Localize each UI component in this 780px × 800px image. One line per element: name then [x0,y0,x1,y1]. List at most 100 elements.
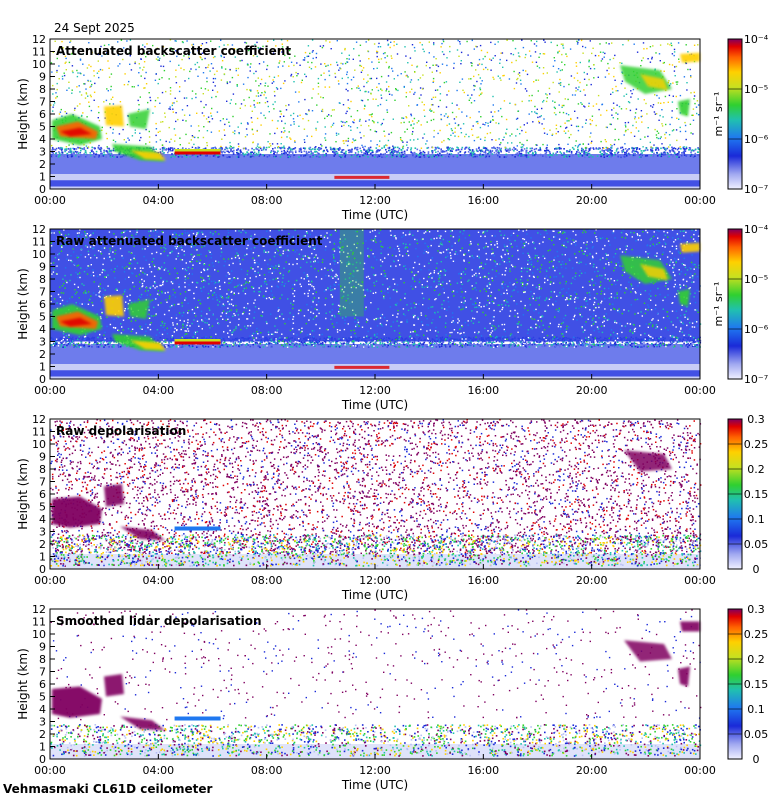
x-tick-label: 08:00 [251,384,283,397]
colorbar-tick-label: 10⁻⁵ [744,273,768,286]
y-axis-label: Height (km) [16,458,30,529]
y-tick-label: 10 [32,58,46,71]
heatmap-field [50,229,701,379]
y-tick-label: 11 [32,236,46,249]
y-tick-label: 5 [39,501,46,514]
x-axis-label: Time (UTC) [341,208,408,222]
colorbar-tick-label: 0.05 [744,538,769,551]
x-tick-label: 00:00 [34,194,66,207]
colorbar-tick-label: 0.3 [747,413,765,426]
y-tick-label: 9 [39,261,46,274]
colorbar-tick-label: 10⁻⁷ [744,183,768,196]
x-tick-label: 04:00 [142,574,174,587]
date-label: 24 Sept 2025 [54,21,135,35]
y-tick-label: 2 [39,728,46,741]
colorbar-scale [728,39,742,189]
y-tick-label: 7 [39,476,46,489]
y-tick-label: 3 [39,716,46,729]
colorbar-tick-label: 0 [753,563,760,576]
y-tick-label: 8 [39,463,46,476]
x-tick-label: 20:00 [576,384,608,397]
x-axis-label: Time (UTC) [341,588,408,602]
colorbar-tick-label: 10⁻⁵ [744,83,768,96]
colorbar-scale [728,229,742,379]
y-tick-label: 9 [39,71,46,84]
y-tick-label: 4 [39,513,46,526]
y-tick-label: 10 [32,438,46,451]
colorbar-tick-label: 10⁻⁶ [744,323,769,336]
instrument-footer: Vehmasmaki CL61D ceilometer [3,782,212,796]
colorbar-tick-label: 0.3 [747,603,765,616]
y-tick-label: 4 [39,133,46,146]
colorbar-tick-label: 0.1 [747,513,765,526]
x-tick-label: 00:00 [684,764,716,777]
colorbar-tick-label: 10⁻⁷ [744,373,768,386]
y-tick-label: 5 [39,311,46,324]
colorbar: 00.050.10.150.20.250.3 [728,413,768,576]
colorbar-label: m⁻¹ sr⁻¹ [712,282,725,327]
x-tick-label: 12:00 [359,764,391,777]
y-tick-label: 5 [39,691,46,704]
panels: Attenuated backscatter coefficient012345… [16,33,769,792]
x-tick-label: 04:00 [142,384,174,397]
colorbar-tick-label: 0.15 [744,678,769,691]
y-tick-label: 12 [32,603,46,616]
y-tick-label: 8 [39,653,46,666]
colorbar: 10⁻⁷10⁻⁶10⁻⁵10⁻⁴m⁻¹ sr⁻¹ [712,223,769,386]
colorbar: 00.050.10.150.20.250.3 [728,603,768,766]
y-tick-label: 7 [39,666,46,679]
y-tick-label: 1 [39,741,46,754]
x-tick-label: 12:00 [359,194,391,207]
colorbar-tick-label: 10⁻⁶ [744,133,769,146]
y-tick-label: 2 [39,158,46,171]
y-tick-label: 4 [39,323,46,336]
x-tick-label: 16:00 [467,384,499,397]
y-axis-label: Height (km) [16,648,30,719]
x-tick-label: 16:00 [467,764,499,777]
x-tick-label: 00:00 [684,384,716,397]
colorbar-tick-label: 0.15 [744,488,769,501]
x-tick-label: 00:00 [684,194,716,207]
y-tick-label: 2 [39,538,46,551]
y-tick-label: 3 [39,146,46,159]
panel-title: Smoothed lidar depolarisation [56,614,262,628]
x-axis-label: Time (UTC) [341,778,408,792]
y-tick-label: 4 [39,703,46,716]
y-tick-label: 2 [39,348,46,361]
y-axis-label: Height (km) [16,78,30,149]
panel-4: Smoothed lidar depolarisation01234567891… [16,603,768,792]
panel-title: Raw depolarisation [56,424,186,438]
x-tick-label: 04:00 [142,764,174,777]
x-tick-label: 00:00 [684,574,716,587]
colorbar-tick-label: 0.2 [747,463,765,476]
y-tick-label: 6 [39,298,46,311]
y-tick-label: 8 [39,273,46,286]
y-tick-label: 12 [32,33,46,46]
y-tick-label: 1 [39,551,46,564]
y-tick-label: 11 [32,616,46,629]
colorbar-tick-label: 10⁻⁴ [744,33,769,46]
colorbar-label: m⁻¹ sr⁻¹ [712,92,725,137]
colorbar-tick-label: 0.25 [744,628,769,641]
y-tick-label: 9 [39,641,46,654]
y-tick-label: 6 [39,488,46,501]
y-tick-label: 1 [39,361,46,374]
panel-1: Attenuated backscatter coefficient012345… [16,33,769,222]
y-tick-label: 5 [39,121,46,134]
panel-2: Raw attenuated backscatter coefficient01… [16,223,769,412]
x-tick-label: 12:00 [359,574,391,587]
x-tick-label: 08:00 [251,764,283,777]
x-tick-label: 00:00 [34,764,66,777]
x-tick-label: 12:00 [359,384,391,397]
x-tick-label: 20:00 [576,764,608,777]
x-tick-label: 00:00 [34,574,66,587]
x-tick-label: 20:00 [576,574,608,587]
x-axis-label: Time (UTC) [341,398,408,412]
y-tick-label: 11 [32,46,46,59]
x-tick-label: 16:00 [467,574,499,587]
colorbar: 10⁻⁷ 10⁻⁶ 10⁻⁵ 10⁻⁴ m⁻¹ sr⁻¹ [712,33,769,196]
y-axis-label: Height (km) [16,268,30,339]
colorbar-tick-label: 0.05 [744,728,769,741]
